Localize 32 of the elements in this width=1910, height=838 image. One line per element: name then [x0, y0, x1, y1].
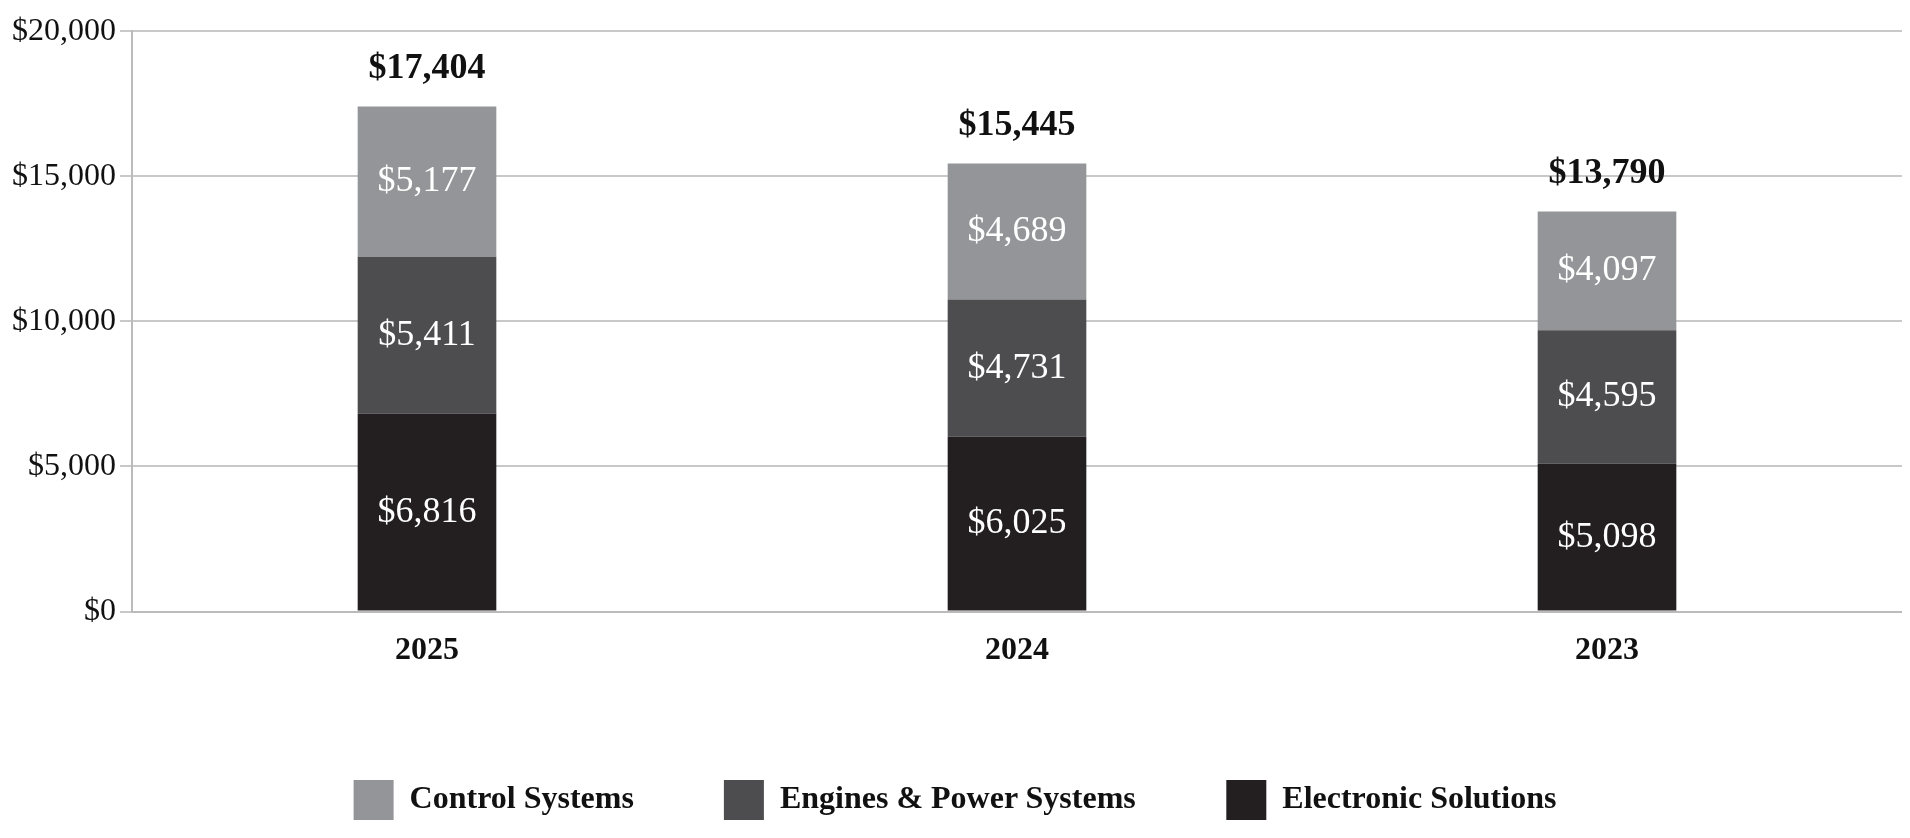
total-label: $15,445 [958, 102, 1076, 143]
bar [947, 299, 1087, 437]
bar [1537, 211, 1677, 331]
legend-label: Control Systems [409, 779, 634, 816]
y-tick-label: $5,000 [28, 445, 116, 482]
total-label: $13,790 [1548, 150, 1666, 191]
y-tick-label: $15,000 [12, 155, 116, 192]
legend-label: Electronic Solutions [1282, 779, 1557, 816]
bar [357, 413, 497, 611]
x-tick-label: 2025 [395, 630, 459, 667]
y-tick-label: $0 [84, 591, 116, 628]
data-label: $5,411 [378, 312, 476, 353]
bar [947, 163, 1087, 300]
bar [357, 106, 497, 257]
data-label: $4,689 [967, 208, 1067, 249]
legend-label: Engines & Power Systems [779, 779, 1136, 816]
data-label: $5,177 [377, 159, 477, 200]
bar [357, 256, 497, 414]
x-tick-label: 2023 [1575, 630, 1639, 667]
data-label: $4,595 [1557, 374, 1657, 415]
data-label: $4,731 [967, 345, 1067, 386]
total-label: $17,404 [368, 45, 486, 86]
y-tick-label: $20,000 [12, 10, 116, 47]
x-tick-label: 2024 [985, 630, 1049, 667]
bar [1537, 330, 1677, 464]
data-label: $4,097 [1557, 248, 1657, 289]
data-label: $6,816 [377, 489, 477, 530]
y-tick-label: $10,000 [12, 300, 116, 337]
data-label: $6,025 [967, 501, 1067, 542]
bar [1537, 463, 1677, 611]
bar [947, 436, 1087, 611]
data-label: $5,098 [1557, 514, 1657, 555]
